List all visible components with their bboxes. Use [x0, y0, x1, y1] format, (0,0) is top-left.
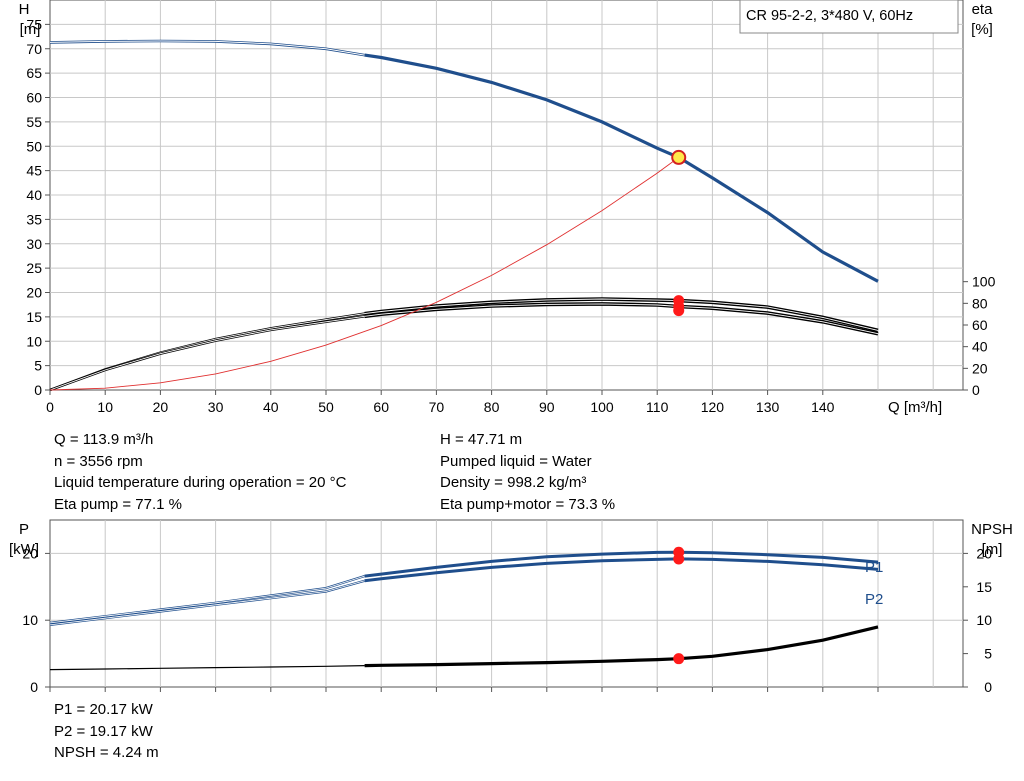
y-tick-label: 10 — [26, 333, 42, 349]
npsh-axis-unit: [m] — [982, 541, 1003, 558]
eta-curve-inner — [364, 303, 879, 335]
info-npsh: NPSH = 4.24 m — [54, 744, 159, 762]
info-head: H = 47.71 m — [440, 431, 523, 448]
p-tick-label: 0 — [30, 679, 38, 695]
y-tick-label: 75 — [26, 16, 42, 32]
info-p1: P1 = 20.17 kW — [54, 701, 153, 718]
p2-curve — [364, 557, 879, 583]
x-tick-label: 10 — [97, 399, 113, 415]
x-tick-label: 20 — [153, 399, 169, 415]
eta-curve-inner — [49, 315, 365, 391]
p-tick-label: 20 — [22, 545, 38, 561]
info-density: Density = 998.2 kg/m³ — [440, 474, 587, 492]
info-eta-pump: Eta pump = 77.1 % — [54, 496, 182, 514]
npsh-tick-label: 10 — [976, 612, 992, 628]
y-tick-label: 15 — [26, 309, 42, 325]
y-tick-label: 65 — [26, 65, 42, 81]
chart-title: CR 95-2-2, 3*480 V, 60Hz — [746, 8, 913, 24]
info-block-bottom: P1 = 20.17 kW P2 = 19.17 kW NPSH = 4.24 … — [54, 699, 159, 764]
x-tick-label: 40 — [263, 399, 279, 415]
duty-point-marker — [671, 149, 687, 165]
x-tick-label: 130 — [756, 399, 780, 415]
y2-tick-label: 20 — [972, 360, 988, 376]
info-eta-pump-motor: Eta pump+motor = 73.3 % — [440, 496, 616, 514]
series-label-p1: P1 — [865, 559, 883, 576]
x-tick-label: 60 — [373, 399, 389, 415]
x-axis-label: Q [m³/h] — [888, 399, 942, 416]
y2-tick-label: 40 — [972, 339, 988, 355]
x-tick-label: 120 — [701, 399, 725, 415]
x-tick-label: 110 — [646, 399, 669, 415]
eta-curve-inner — [364, 298, 879, 331]
npsh-axis-label: NPSH — [971, 521, 1013, 538]
y-tick-label: 55 — [26, 114, 42, 130]
y-tick-label: 45 — [26, 163, 42, 179]
y-tick-label: 25 — [26, 260, 42, 276]
series-label-p2: P2 — [865, 591, 883, 608]
x-tick-label: 90 — [539, 399, 555, 415]
npsh-duty-marker — [673, 653, 685, 665]
x-tick-label: 70 — [429, 399, 445, 415]
npsh-tick-label: 20 — [976, 545, 992, 561]
y-tick-label: 5 — [34, 358, 42, 374]
p-tick-label: 10 — [22, 612, 38, 628]
y-tick-label: 40 — [26, 187, 42, 203]
p1-curve-inner — [49, 575, 365, 624]
y2-tick-label: 100 — [972, 274, 996, 290]
y-tick-label: 50 — [26, 138, 42, 154]
y2-axis-unit: [%] — [971, 21, 993, 38]
y-tick-label: 70 — [26, 41, 42, 57]
y2-tick-label: 60 — [972, 317, 988, 333]
y-tick-label: 30 — [26, 236, 42, 252]
bottom-series — [49, 550, 879, 671]
x-tick-label: 100 — [590, 399, 614, 415]
p1-curve — [364, 550, 879, 578]
npsh-tick-label: 0 — [984, 679, 992, 695]
y2-tick-label: 0 — [972, 382, 980, 398]
y-tick-label: 35 — [26, 211, 42, 227]
top-tick-labels: 0 5 10 15 20 25 30 35 40 45 50 55 60 65 70 75 0 20 40 60 80 1… — [26, 16, 995, 415]
npsh-tick-label: 15 — [976, 579, 992, 595]
top-series — [49, 39, 879, 392]
info-flow: Q = 113.9 m³/h — [54, 431, 154, 448]
bottom-tick-labels: 0 10 20 0 5 10 15 20 — [22, 545, 992, 695]
y-tick-label: 20 — [26, 285, 42, 301]
info-liquid-temperature: Liquid temperature during operation = 20… — [54, 474, 347, 492]
y-axis-label: H — [19, 1, 30, 18]
x-tick-label: 140 — [811, 399, 835, 415]
npsh-tick-label: 5 — [984, 646, 992, 662]
y-axis-unit: [m] — [20, 21, 41, 38]
head-curve-inner — [49, 40, 365, 56]
info-speed: n = 3556 rpm — [54, 452, 143, 470]
top-markers — [671, 149, 687, 317]
system-curve — [49, 157, 679, 391]
head-curve — [364, 53, 879, 283]
npsh-curve-thin — [49, 665, 365, 671]
y2-axis-label: eta — [972, 1, 994, 18]
x-tick-label: 50 — [318, 399, 334, 415]
x-tick-label: 30 — [208, 399, 224, 415]
y2-tick-label: 80 — [972, 295, 988, 311]
p2-curve-inner — [49, 580, 365, 626]
x-tick-label: 0 — [46, 399, 54, 415]
bottom-markers — [673, 546, 685, 665]
p-axis-label: P — [19, 521, 29, 538]
p2-duty-marker — [673, 553, 685, 565]
bottom-grid — [50, 520, 963, 687]
info-block-left: Q = 113.9 m³/h n = 3556 rpm Liquid tempe… — [54, 429, 346, 516]
p-axis-unit: [kW] — [9, 541, 39, 558]
x-tick-label: 80 — [484, 399, 500, 415]
info-pumped-liquid: Pumped liquid = Water — [440, 452, 592, 470]
info-block-right: H = 47.71 m Pumped liquid = Water Densit… — [440, 429, 615, 516]
eta-duty-marker — [673, 305, 685, 317]
y-tick-label: 0 — [34, 382, 42, 398]
npsh-curve — [364, 625, 879, 668]
y-tick-label: 60 — [26, 90, 42, 106]
info-p2: P2 = 19.17 kW — [54, 722, 153, 740]
title-box — [739, 0, 959, 34]
